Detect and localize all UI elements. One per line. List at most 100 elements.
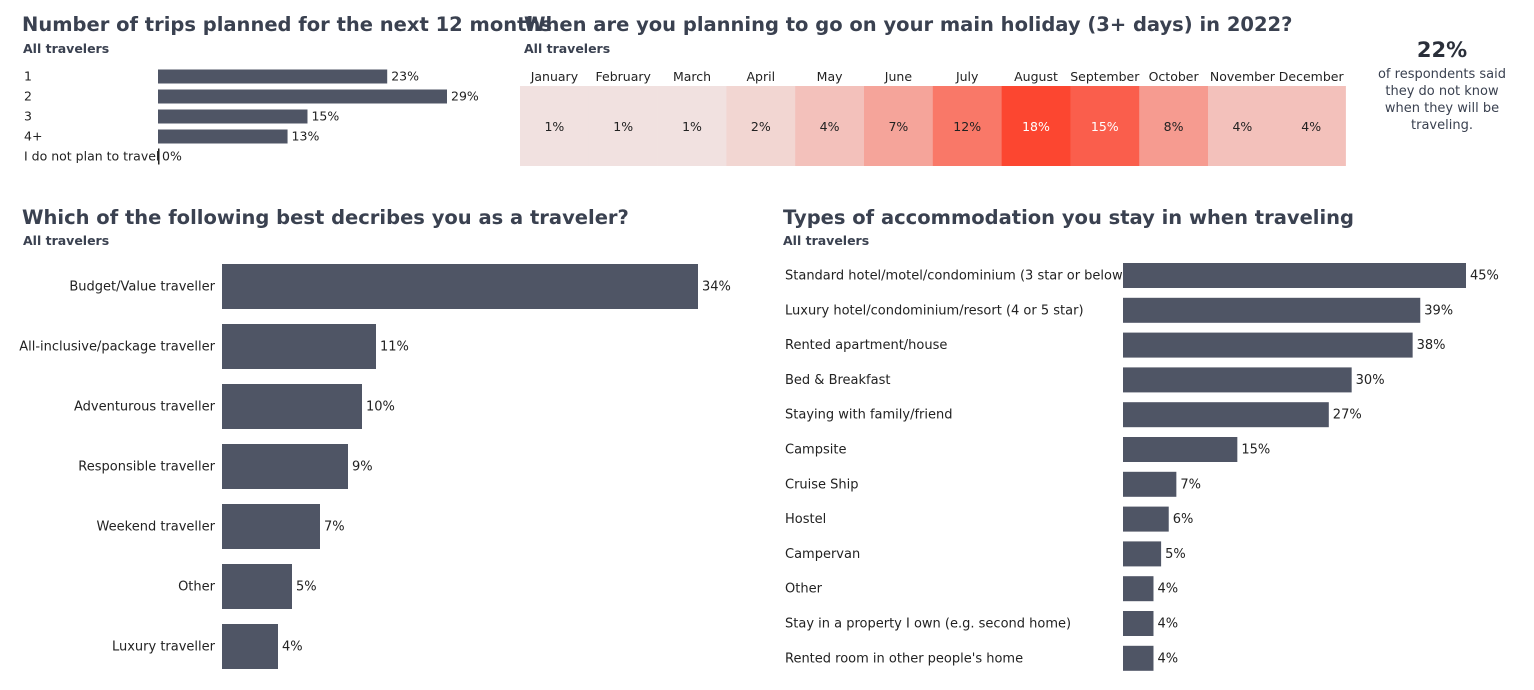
category-label: Rented apartment/house [785, 338, 947, 353]
heat-cell [1276, 86, 1346, 166]
data-label: 5% [296, 580, 317, 595]
data-label: 23% [391, 69, 419, 84]
month-label: November [1210, 69, 1276, 84]
holiday-title: When are you planning to go on your main… [524, 13, 1293, 36]
bar [222, 564, 292, 609]
category-label: I do not plan to travel [24, 149, 159, 164]
heat-cell [795, 86, 865, 166]
bar [1123, 611, 1154, 636]
month-label: January [530, 69, 579, 84]
bar [158, 148, 160, 165]
category-label: Weekend traveller [97, 520, 216, 535]
bar [158, 69, 388, 84]
cell-value: 12% [953, 119, 981, 134]
data-label: 11% [380, 340, 409, 355]
month-label: April [747, 69, 776, 84]
cell-value: 7% [888, 119, 908, 134]
holiday-subtitle: All travelers [524, 41, 611, 56]
data-label: 27% [1333, 408, 1362, 423]
data-label: 4% [282, 640, 303, 655]
data-label: 7% [324, 520, 345, 535]
bar [222, 384, 362, 429]
heat-cell [657, 86, 727, 166]
bar [1123, 402, 1329, 428]
bar [1123, 541, 1162, 567]
category-label: 2 [24, 89, 32, 104]
category-label: Standard hotel/motel/condominium (3 star… [785, 269, 1128, 284]
category-label: Budget/Value traveller [69, 280, 215, 295]
data-label: 7% [1180, 477, 1201, 492]
heat-cell [588, 86, 658, 166]
heat-cell [1070, 86, 1140, 166]
accommodation-subtitle: All travelers [783, 233, 870, 248]
month-label: December [1279, 69, 1345, 84]
cell-value: 1% [613, 119, 633, 134]
category-label: Campsite [785, 443, 846, 458]
bar [1123, 437, 1238, 462]
trips-title: Number of trips planned for the next 12 … [22, 13, 552, 36]
bar [1123, 263, 1466, 288]
category-label: All-inclusive/package traveller [19, 340, 215, 355]
month-label: July [955, 69, 979, 84]
data-label: 29% [451, 89, 479, 104]
month-label: June [884, 69, 913, 84]
heat-cell [726, 86, 796, 166]
category-label: Stay in a property I own (e.g. second ho… [785, 617, 1071, 632]
data-label: 45% [1470, 269, 1499, 284]
bar [1123, 332, 1413, 358]
data-label: 15% [311, 109, 339, 124]
data-label: 13% [292, 129, 320, 144]
data-label: 10% [366, 400, 395, 415]
month-label: May [817, 69, 843, 84]
cell-value: 4% [1301, 119, 1321, 134]
month-label: August [1014, 69, 1058, 84]
month-label: March [673, 69, 711, 84]
data-label: 4% [1157, 651, 1178, 666]
cell-value: 8% [1164, 119, 1184, 134]
data-label: 5% [1165, 547, 1186, 562]
category-label: Responsible traveller [78, 460, 215, 475]
category-label: Cruise Ship [785, 477, 859, 492]
month-label: October [1149, 69, 1200, 84]
heat-cell [520, 86, 590, 166]
bar [1123, 471, 1177, 497]
data-label: 30% [1356, 373, 1385, 388]
category-label: 4+ [24, 129, 42, 144]
heat-cell [864, 86, 934, 166]
data-label: 4% [1157, 582, 1178, 597]
month-label: September [1070, 69, 1140, 84]
cell-value: 4% [820, 119, 840, 134]
cell-value: 1% [544, 119, 564, 134]
category-label: 1 [24, 69, 32, 84]
accommodation-title: Types of accommodation you stay in when … [783, 206, 1355, 229]
unknown-timing-percent: 22% [1416, 38, 1468, 62]
category-label: 3 [24, 109, 32, 124]
bar [1123, 645, 1154, 671]
heat-cell [1208, 86, 1278, 166]
data-label: 15% [1241, 443, 1270, 458]
data-label: 6% [1173, 512, 1194, 527]
trips-subtitle: All travelers [23, 41, 110, 56]
data-label: 38% [1417, 338, 1446, 353]
bar [222, 624, 278, 669]
data-label: 0% [162, 149, 182, 164]
category-label: Other [178, 580, 216, 595]
category-label: Campervan [785, 547, 860, 562]
heat-cell [932, 86, 1002, 166]
month-label: February [596, 69, 652, 84]
cell-value: 18% [1022, 119, 1050, 134]
cell-value: 4% [1232, 119, 1252, 134]
cell-value: 2% [751, 119, 771, 134]
unknown-timing-text: of respondents said they do not know whe… [1377, 67, 1507, 133]
heat-cell [1139, 86, 1209, 166]
bar [158, 129, 288, 144]
bar [158, 109, 308, 124]
category-label: Luxury hotel/condominium/resort (4 or 5 … [785, 303, 1084, 318]
data-label: 34% [702, 280, 731, 295]
bar [158, 89, 447, 104]
heat-cell [1001, 86, 1071, 166]
bar [222, 264, 698, 309]
category-label: Bed & Breakfast [785, 373, 890, 388]
traveler-subtitle: All travelers [23, 233, 110, 248]
